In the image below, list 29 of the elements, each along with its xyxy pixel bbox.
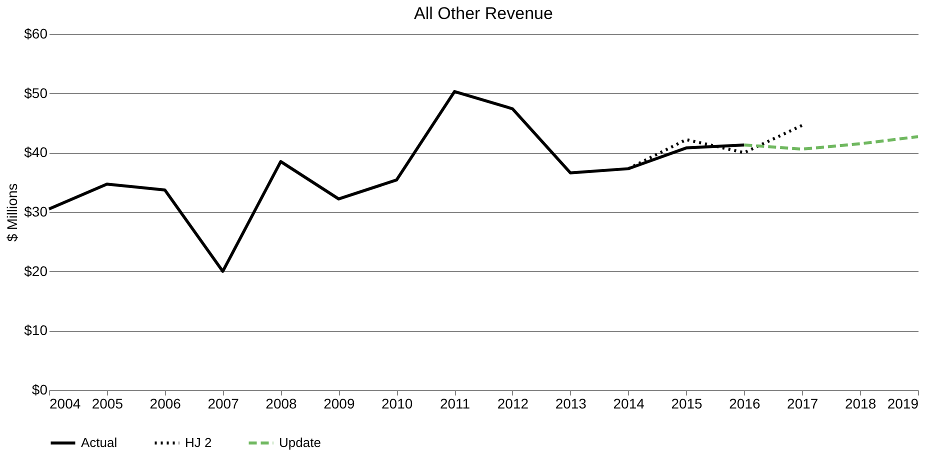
x-tick-label: 2010 — [382, 396, 413, 412]
legend-label: Actual — [81, 435, 118, 450]
y-tick-label: $40 — [24, 144, 48, 160]
x-tick-label: 2004 — [50, 396, 81, 412]
y-axis-title: $ Millions — [4, 183, 20, 242]
legend-label: Update — [279, 435, 321, 450]
x-tick-label: 2015 — [671, 396, 703, 412]
x-tick-label: 2012 — [497, 396, 529, 412]
line-series — [742, 135, 920, 151]
y-tick-label: $0 — [32, 382, 48, 398]
x-tick-label: 2011 — [440, 396, 470, 412]
x-tick-label: 2006 — [150, 396, 182, 412]
y-tick-label: $20 — [24, 262, 48, 279]
x-tick-label: 2009 — [324, 396, 355, 412]
x-tick-label: 2013 — [555, 396, 587, 412]
x-tick-label: 2005 — [92, 396, 124, 412]
x-tick-label: 2007 — [208, 396, 240, 412]
y-tick-label: $10 — [24, 322, 48, 338]
legend-label: HJ 2 — [185, 435, 212, 450]
x-tick-label: 2016 — [729, 396, 760, 412]
x-tick-label: 2018 — [844, 396, 876, 412]
y-tick-label: $30 — [24, 204, 48, 220]
chart-title: All Other Revenue — [414, 4, 553, 23]
x-tick-label: 2008 — [266, 396, 298, 412]
x-tick-label: 2014 — [613, 396, 645, 412]
y-tick-label: $60 — [24, 26, 48, 42]
y-tick-label: $50 — [24, 84, 48, 101]
x-tick-label: 2017 — [787, 396, 818, 412]
x-tick-label: 2019 — [887, 396, 919, 412]
